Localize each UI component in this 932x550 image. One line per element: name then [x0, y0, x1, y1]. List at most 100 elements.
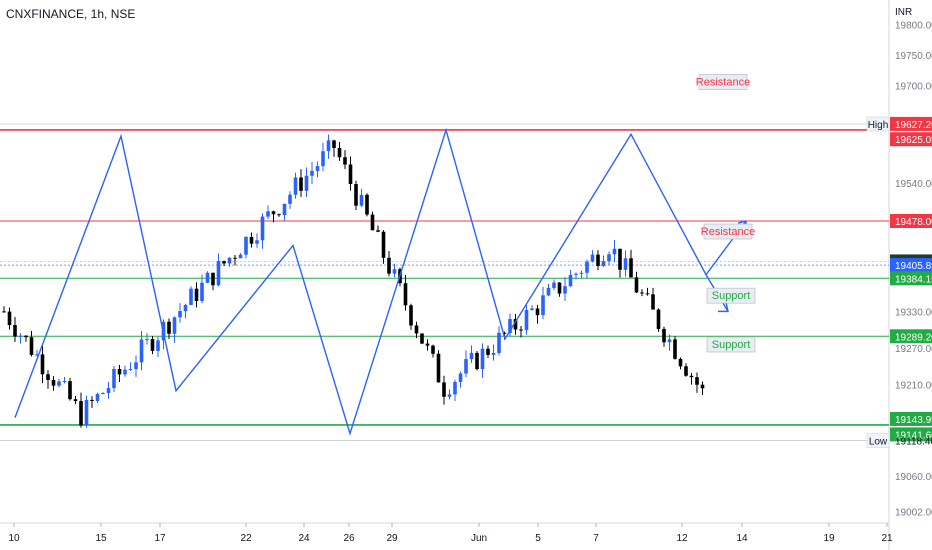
candle-body [491, 352, 496, 355]
candle-body [381, 231, 386, 258]
candle-body [2, 311, 6, 313]
candle-body [211, 272, 215, 286]
candle-body [607, 254, 611, 262]
candle-body [557, 282, 562, 294]
candle-body [579, 272, 584, 274]
chart-label-box [703, 223, 753, 240]
candle-body [24, 335, 28, 338]
candle-body [618, 248, 622, 270]
candle-body [508, 319, 512, 333]
candle-body [260, 216, 265, 241]
candle-body [282, 203, 287, 216]
candle-body [326, 140, 331, 152]
candle-body [645, 293, 650, 295]
price-badge-text: 19384.15 [895, 274, 932, 285]
candle-body [403, 283, 408, 306]
candles [2, 134, 705, 428]
candle-body [667, 339, 672, 343]
badge-tag-label: High [868, 120, 889, 131]
candle-body [90, 399, 94, 401]
candle-body [288, 194, 292, 204]
price-badge [890, 427, 932, 442]
candle-body [568, 274, 573, 287]
x-tick-label: 10 [8, 533, 20, 544]
currency-label: INR [895, 7, 912, 18]
candle-body [117, 369, 122, 375]
candle-body [315, 166, 320, 171]
candle-body [321, 151, 325, 167]
y-tick-label: 19210.00 [895, 381, 932, 392]
x-tick-label: 24 [298, 533, 310, 544]
candle-body [189, 288, 193, 305]
x-tick-label: 26 [343, 533, 355, 544]
candle-body [464, 359, 468, 374]
candle-body [689, 375, 694, 378]
x-tick-label: 7 [593, 533, 599, 544]
x-tick-label: 5 [535, 533, 541, 544]
candle-body [299, 177, 303, 191]
candle-body [541, 295, 545, 316]
candle-body [255, 240, 259, 244]
candle-body [233, 257, 237, 259]
candle-body [425, 343, 430, 346]
candle-body [431, 345, 435, 354]
candle-body [134, 362, 138, 370]
candle-body [640, 292, 644, 294]
price-badge [890, 271, 932, 286]
y-tick-label: 19800.00 [895, 20, 932, 31]
candle-body [79, 401, 83, 426]
candle-body [513, 319, 518, 330]
candle-body [145, 339, 149, 341]
candle-body [266, 211, 270, 217]
candle-body [480, 348, 485, 370]
candle-body [392, 269, 397, 274]
y-tick-label: 19002.00 [895, 508, 932, 519]
candle-body [590, 254, 595, 262]
arrow-head-down [718, 302, 729, 313]
x-tick-label: 15 [95, 533, 107, 544]
chart-label: Resistance [696, 76, 750, 88]
candle-body [447, 394, 452, 397]
candle-body [205, 272, 210, 283]
candle-body [277, 214, 281, 216]
candle-body [128, 369, 133, 371]
candle-body [387, 257, 391, 274]
candle-body [535, 308, 540, 316]
candle-body [359, 194, 364, 206]
candle-body [73, 399, 78, 402]
candle-body [684, 366, 688, 376]
candle-body [139, 339, 144, 363]
candle-body [227, 257, 232, 264]
badge-tag [866, 433, 890, 448]
candle-body [629, 258, 633, 278]
candle-body [46, 374, 50, 380]
candle-body [497, 332, 501, 353]
candle-body [458, 373, 463, 382]
badge-tag-label: Low [869, 437, 888, 448]
candle-body [13, 325, 17, 337]
chart-label: Support [712, 290, 751, 302]
chart-label: Resistance [701, 226, 755, 238]
price-badge-text: 19118.40 [895, 437, 932, 448]
price-badge [890, 329, 932, 344]
candle-body [35, 354, 39, 356]
candle-body [178, 311, 182, 318]
x-tick-label: 12 [676, 533, 688, 544]
candle-body [442, 382, 446, 397]
candle-body [656, 309, 661, 329]
price-badge-text: 19141.60 [895, 430, 932, 441]
candle-body [524, 310, 529, 330]
candle-body [409, 305, 413, 326]
candle-body [552, 282, 556, 288]
candle-body [530, 308, 534, 311]
candle-body [167, 321, 171, 334]
candle-body [112, 369, 116, 389]
y-tick-label: 19750.00 [895, 51, 932, 62]
candle-body [238, 254, 243, 259]
candle-body [172, 317, 177, 334]
candle-body [7, 311, 12, 326]
candle-body [519, 329, 523, 331]
candle-body [574, 273, 578, 275]
chart-title: CNXFINANCE, 1h, NSE [6, 7, 136, 21]
